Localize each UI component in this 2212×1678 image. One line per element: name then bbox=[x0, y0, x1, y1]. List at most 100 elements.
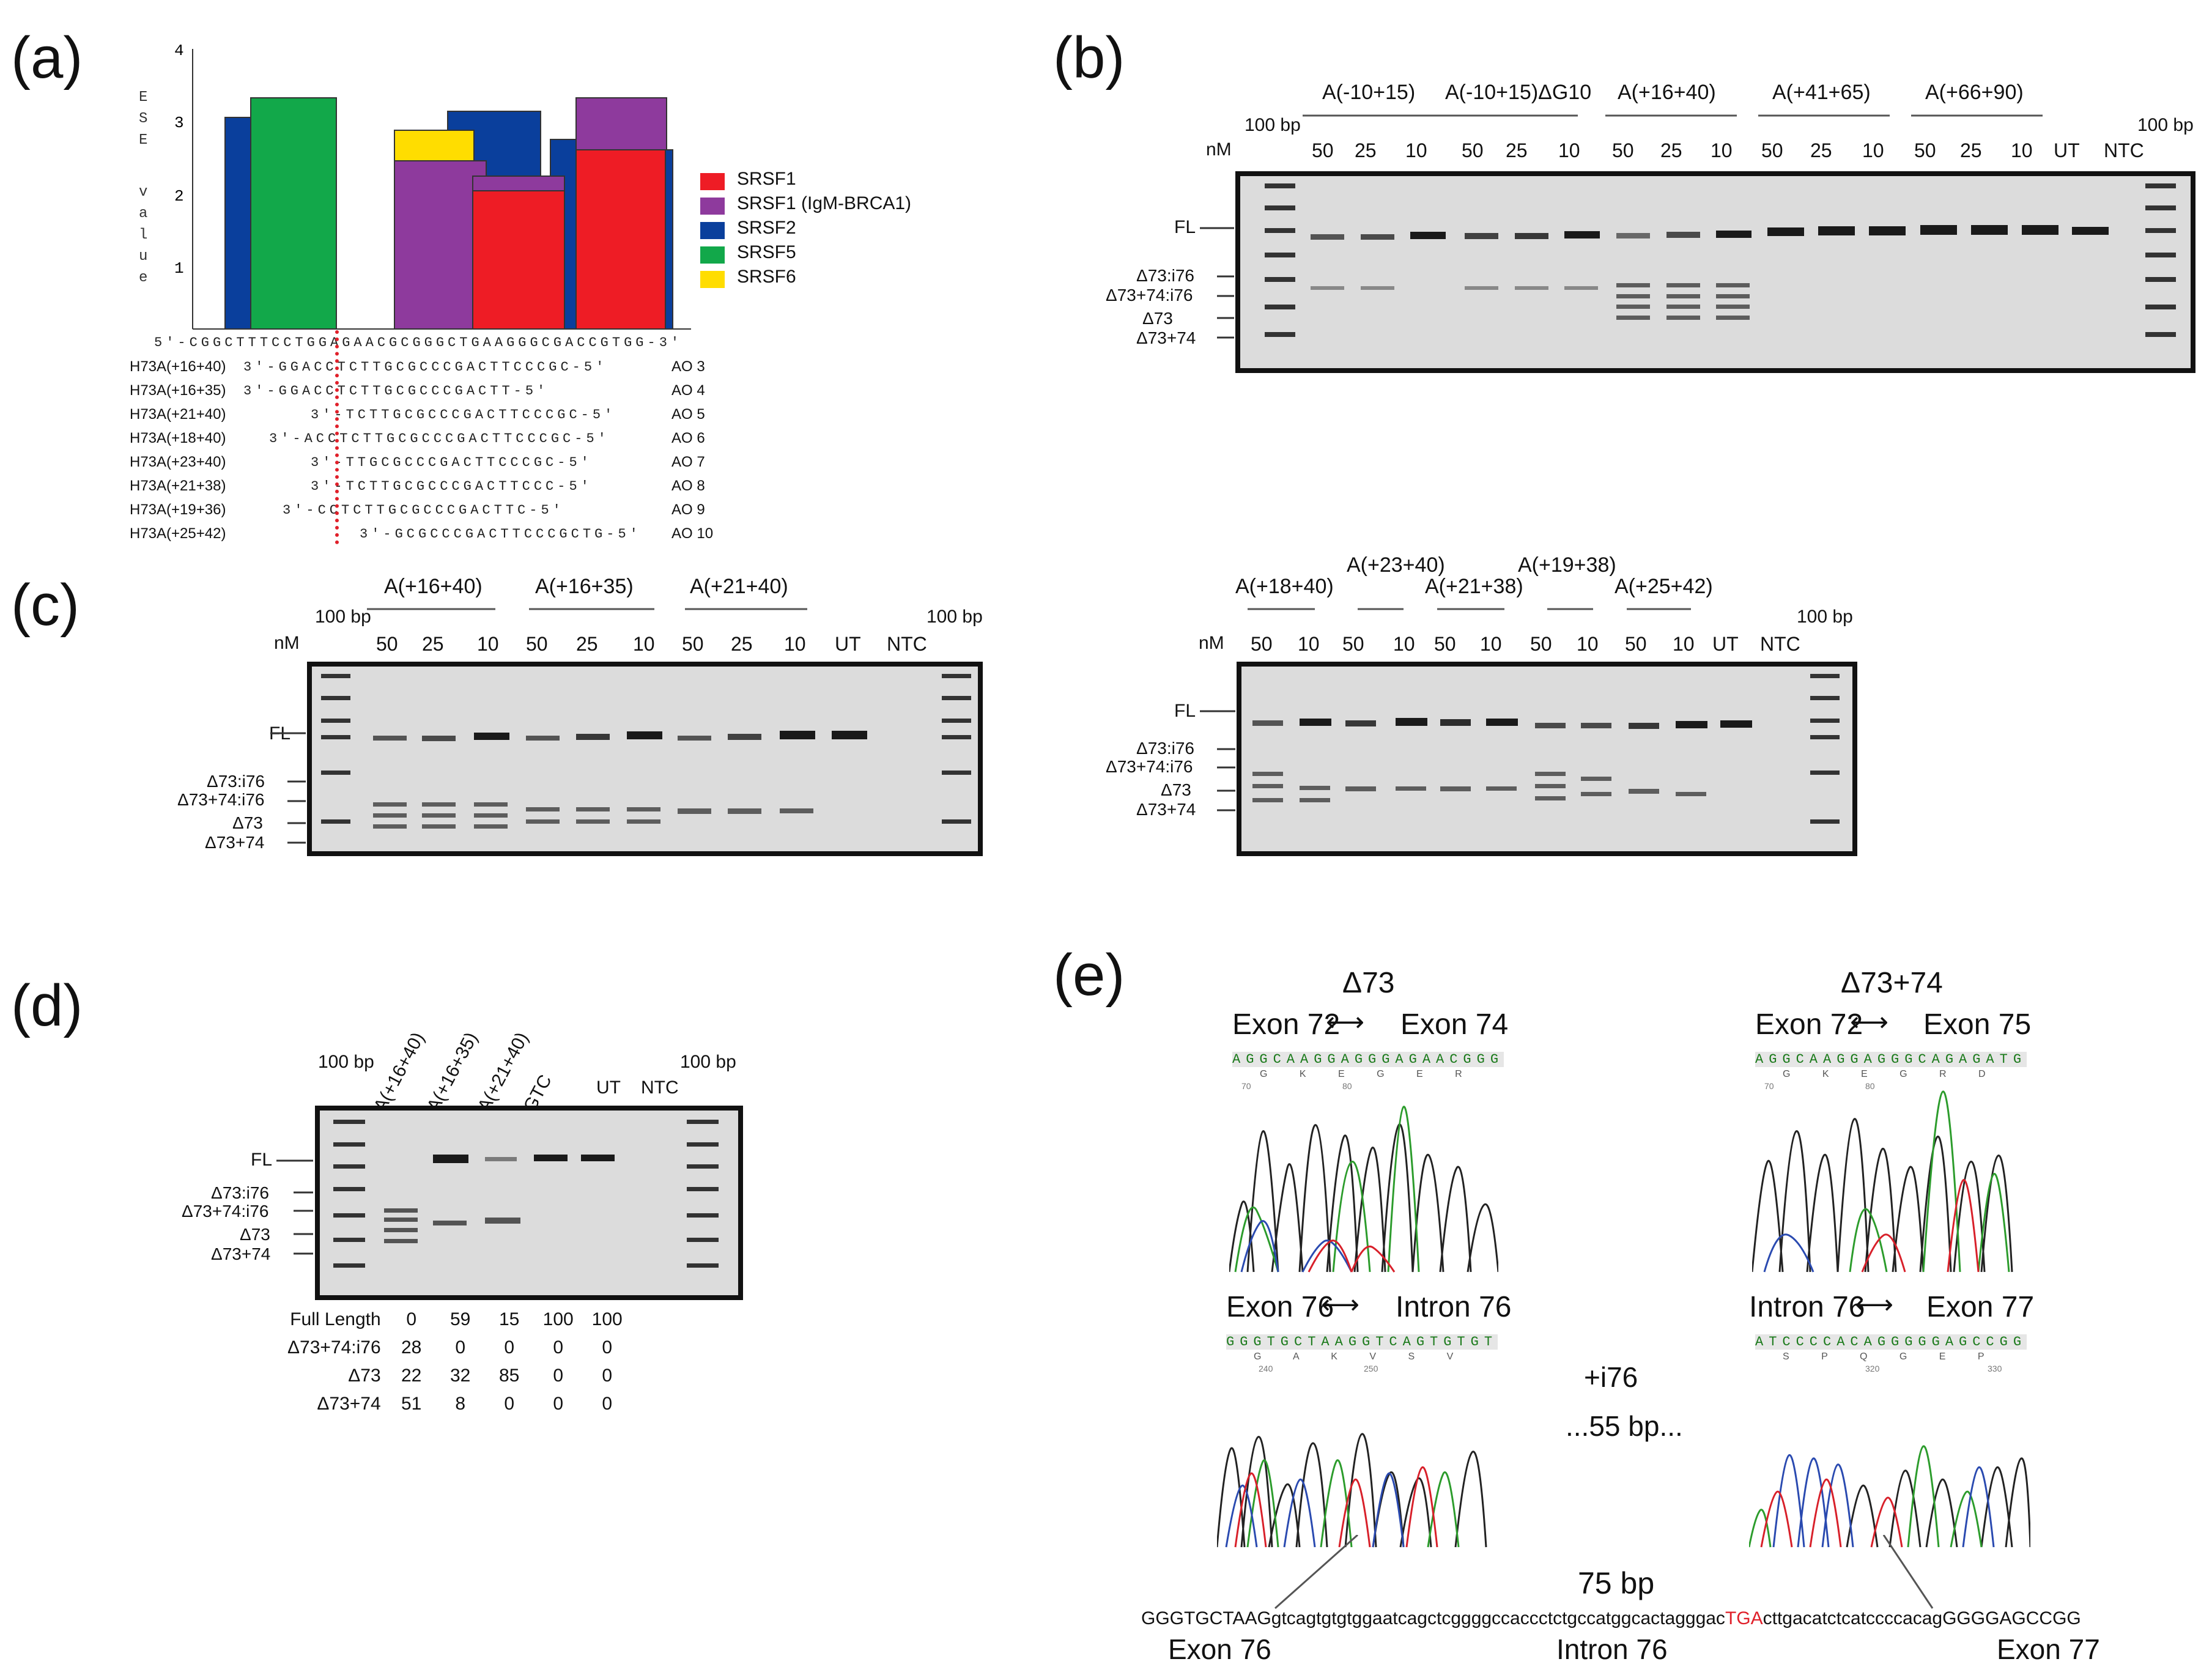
conc-label: 50 bbox=[526, 633, 548, 655]
row-label: Δ73+74:i76 bbox=[287, 1337, 381, 1358]
nm-label: nM bbox=[274, 633, 300, 653]
oligo-name: H73A(+21+40) bbox=[130, 406, 226, 423]
ladder-label: 100 bp bbox=[680, 1052, 736, 1072]
legend-swatch-srsf5 bbox=[700, 246, 725, 264]
ladder-right bbox=[942, 674, 971, 824]
conc-label: 10 bbox=[1862, 139, 1884, 161]
conc-label: 10 bbox=[1558, 139, 1580, 161]
oligo-ao: AO 6 bbox=[671, 430, 705, 446]
group-label: A(+23+40) bbox=[1347, 553, 1445, 577]
svg-text:S: S bbox=[139, 111, 147, 127]
lane-label: NTC bbox=[641, 1077, 679, 1098]
band-label: Δ73 bbox=[1142, 309, 1173, 328]
panel-d-label-lines bbox=[276, 1159, 313, 1255]
legend-label: SRSF6 bbox=[737, 267, 796, 287]
oligo-ao: AO 5 bbox=[671, 406, 705, 423]
junction-right: Intron 76 bbox=[1396, 1291, 1512, 1323]
panel-c-left-gel bbox=[307, 662, 983, 856]
panel-c-left-lines bbox=[367, 608, 807, 610]
lane-label: UT bbox=[596, 1077, 621, 1098]
row-label: Full Length bbox=[290, 1309, 381, 1329]
legend-label: SRSF1 bbox=[737, 169, 796, 189]
legend-swatch-srsf1-igm bbox=[700, 198, 725, 215]
svg-text:l: l bbox=[139, 227, 147, 243]
oligo-seq: 3'-CCTCTTGCGCCCGACTTC-5' bbox=[283, 503, 564, 518]
group-label: A(+41+65) bbox=[1772, 81, 1871, 104]
ladder-left bbox=[321, 674, 350, 824]
conc-label: 50 bbox=[1342, 633, 1364, 655]
legend-swatch-srsf1 bbox=[700, 173, 725, 190]
cell: 0 bbox=[553, 1337, 564, 1358]
lane-label: A(+16+35) bbox=[423, 1029, 482, 1115]
oligo-name: H73A(+23+40) bbox=[130, 454, 226, 470]
band-label: FL bbox=[1174, 217, 1196, 237]
panel-c-left-label-lines bbox=[270, 732, 306, 844]
junction-left: Exon 72 bbox=[1232, 1008, 1341, 1041]
conc-label: 10 bbox=[1577, 633, 1599, 655]
svg-text:E: E bbox=[139, 132, 147, 149]
oligo-name: H73A(+18+40) bbox=[130, 430, 226, 446]
oligo-seq: 3'-ACCTCTTGCGCCCGACTTCCCGC-5' bbox=[269, 431, 610, 446]
cell: 0 bbox=[602, 1337, 613, 1358]
conc-label: 10 bbox=[477, 633, 499, 655]
bidirectional-arrow-icon: ⟷ bbox=[1321, 1290, 1360, 1320]
intron76-label: Intron 76 bbox=[1556, 1633, 1668, 1665]
gel-bands bbox=[1265, 183, 2176, 337]
cell: 32 bbox=[449, 1366, 471, 1386]
exon76-label: Exon 76 bbox=[1168, 1633, 1271, 1665]
table-row: Δ73+74 51 8 0 0 0 bbox=[281, 1390, 632, 1418]
ladder-right bbox=[1810, 674, 1840, 824]
lane-label: A(+16+40) bbox=[369, 1029, 429, 1115]
conc-label: 10 bbox=[1405, 139, 1427, 161]
target-sequence: 5'-CGGCTTTCCTGGAGAACGCGGGCTGAAGGGCGACCGT… bbox=[154, 335, 683, 350]
oligo-name: H73A(+16+35) bbox=[130, 382, 226, 399]
table-row: Full Length 0 59 15 100 100 bbox=[281, 1306, 632, 1334]
quantification-table: Full Length 0 59 15 100 100 Δ73+74:i76 2… bbox=[281, 1306, 632, 1418]
pointer-lines bbox=[1274, 1535, 1934, 1610]
cell: 0 bbox=[602, 1366, 613, 1386]
seq-pre: GGGTGCTAAGgtcagtgtgtggaatcagctcggggccacc… bbox=[1141, 1608, 1725, 1628]
ntc-label: NTC bbox=[1760, 633, 1800, 655]
band-label: FL bbox=[1174, 701, 1196, 721]
ut-label: UT bbox=[1712, 633, 1739, 655]
cell: 100 bbox=[591, 1309, 623, 1329]
legend-label: SRSF2 bbox=[737, 218, 796, 238]
band-label: Δ73:i76 bbox=[211, 1183, 269, 1202]
conc-label: 25 bbox=[1660, 139, 1682, 161]
bar-srsf1 bbox=[472, 190, 565, 330]
cell: 15 bbox=[498, 1309, 520, 1329]
full-sequence: GGGTGCTAAGgtcagtgtgtggaatcagctcggggccacc… bbox=[1141, 1608, 2081, 1629]
conc-label: 25 bbox=[422, 633, 444, 655]
conc-label: 50 bbox=[1312, 139, 1334, 161]
stop-codon: TGA bbox=[1725, 1608, 1763, 1628]
chromatogram bbox=[1749, 1445, 2030, 1548]
band-label: Δ73 bbox=[240, 1225, 270, 1244]
group-label: A(+66+90) bbox=[1925, 81, 2024, 104]
junction-left: Intron 76 bbox=[1749, 1291, 1865, 1323]
bar-srsf5 bbox=[250, 97, 337, 330]
panel-c-label: (c) bbox=[11, 572, 80, 638]
table-row: Δ73+74:i76 28 0 0 0 0 bbox=[281, 1334, 632, 1362]
cell: 0 bbox=[455, 1337, 466, 1358]
band-label: Δ73+74 bbox=[205, 833, 265, 852]
aa-row: G A K V S V bbox=[1254, 1351, 1468, 1362]
pos-label: 240 bbox=[1259, 1364, 1273, 1373]
cell: 0 bbox=[602, 1394, 613, 1414]
conc-label: 25 bbox=[731, 633, 753, 655]
cell: 8 bbox=[455, 1394, 466, 1414]
oligo-seq: 3'-GGACCTCTTGCGCCCGACTT-5' bbox=[243, 383, 549, 399]
cell: 0 bbox=[504, 1337, 515, 1358]
cell: 59 bbox=[449, 1309, 471, 1329]
oligo-name: H73A(+16+40) bbox=[130, 358, 226, 375]
ladder-label: 100 bp bbox=[318, 1052, 374, 1072]
y-axis-label: ESE val ue bbox=[139, 89, 147, 286]
band-label: Δ73+74 bbox=[211, 1244, 271, 1263]
svg-text:u: u bbox=[139, 248, 147, 265]
band-label: Δ73+74:i76 bbox=[177, 790, 265, 809]
oligo-ao: AO 7 bbox=[671, 454, 705, 470]
delta73-title: Δ73 bbox=[1342, 967, 1395, 999]
row-label: Δ73+74 bbox=[317, 1394, 381, 1414]
junction-right: Exon 74 bbox=[1400, 1008, 1509, 1041]
conc-label: 50 bbox=[1462, 139, 1484, 161]
ladder-label: 100 bp bbox=[1797, 607, 1853, 627]
